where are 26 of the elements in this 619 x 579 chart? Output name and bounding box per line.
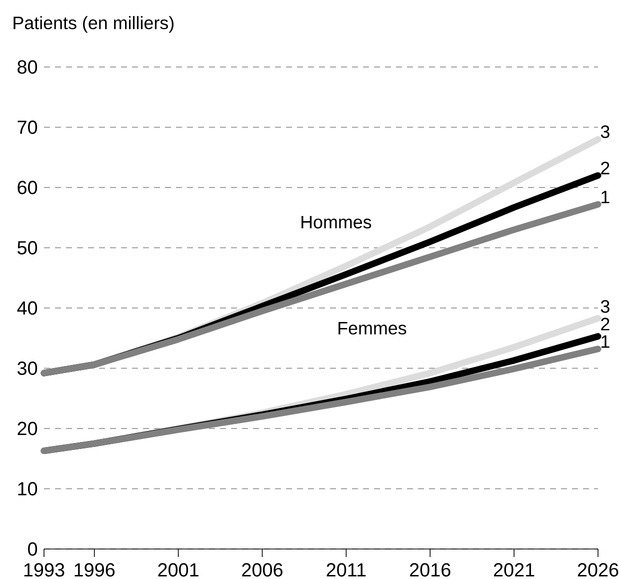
x-tick-label: 2001 (158, 563, 198, 577)
y-tick-label: 20 (18, 422, 38, 436)
annotation: Femmes (338, 322, 406, 334)
series-label: 3 (600, 125, 610, 138)
y-tick-label: 0 (28, 542, 38, 556)
y-tick-label: 80 (18, 60, 38, 74)
series-label: 2 (601, 162, 610, 174)
y-axis-title: Patients (en milliers) (14, 16, 174, 33)
annotation: Hommes (302, 216, 372, 228)
series-label: 1 (602, 190, 610, 204)
x-tick-label: 2006 (242, 563, 282, 577)
series-label: 2 (601, 318, 610, 330)
x-tick-label: 2016 (410, 563, 450, 577)
y-tick-label: 10 (18, 482, 38, 496)
series-label: 3 (600, 300, 610, 313)
x-tick-label: 2026 (578, 563, 618, 577)
x-tick-label: 1996 (74, 563, 115, 577)
y-tick-label: 50 (18, 241, 38, 254)
y-tick-label: 40 (17, 301, 38, 315)
y-tick-label: 30 (17, 362, 38, 375)
series-label: 1 (602, 335, 610, 348)
y-tick-label: 70 (18, 120, 38, 134)
x-tick-label: 1993 (24, 563, 64, 577)
x-tick-label: 2011 (326, 563, 366, 577)
x-tick-label: 2021 (494, 563, 534, 577)
y-tick-label: 60 (18, 180, 38, 194)
